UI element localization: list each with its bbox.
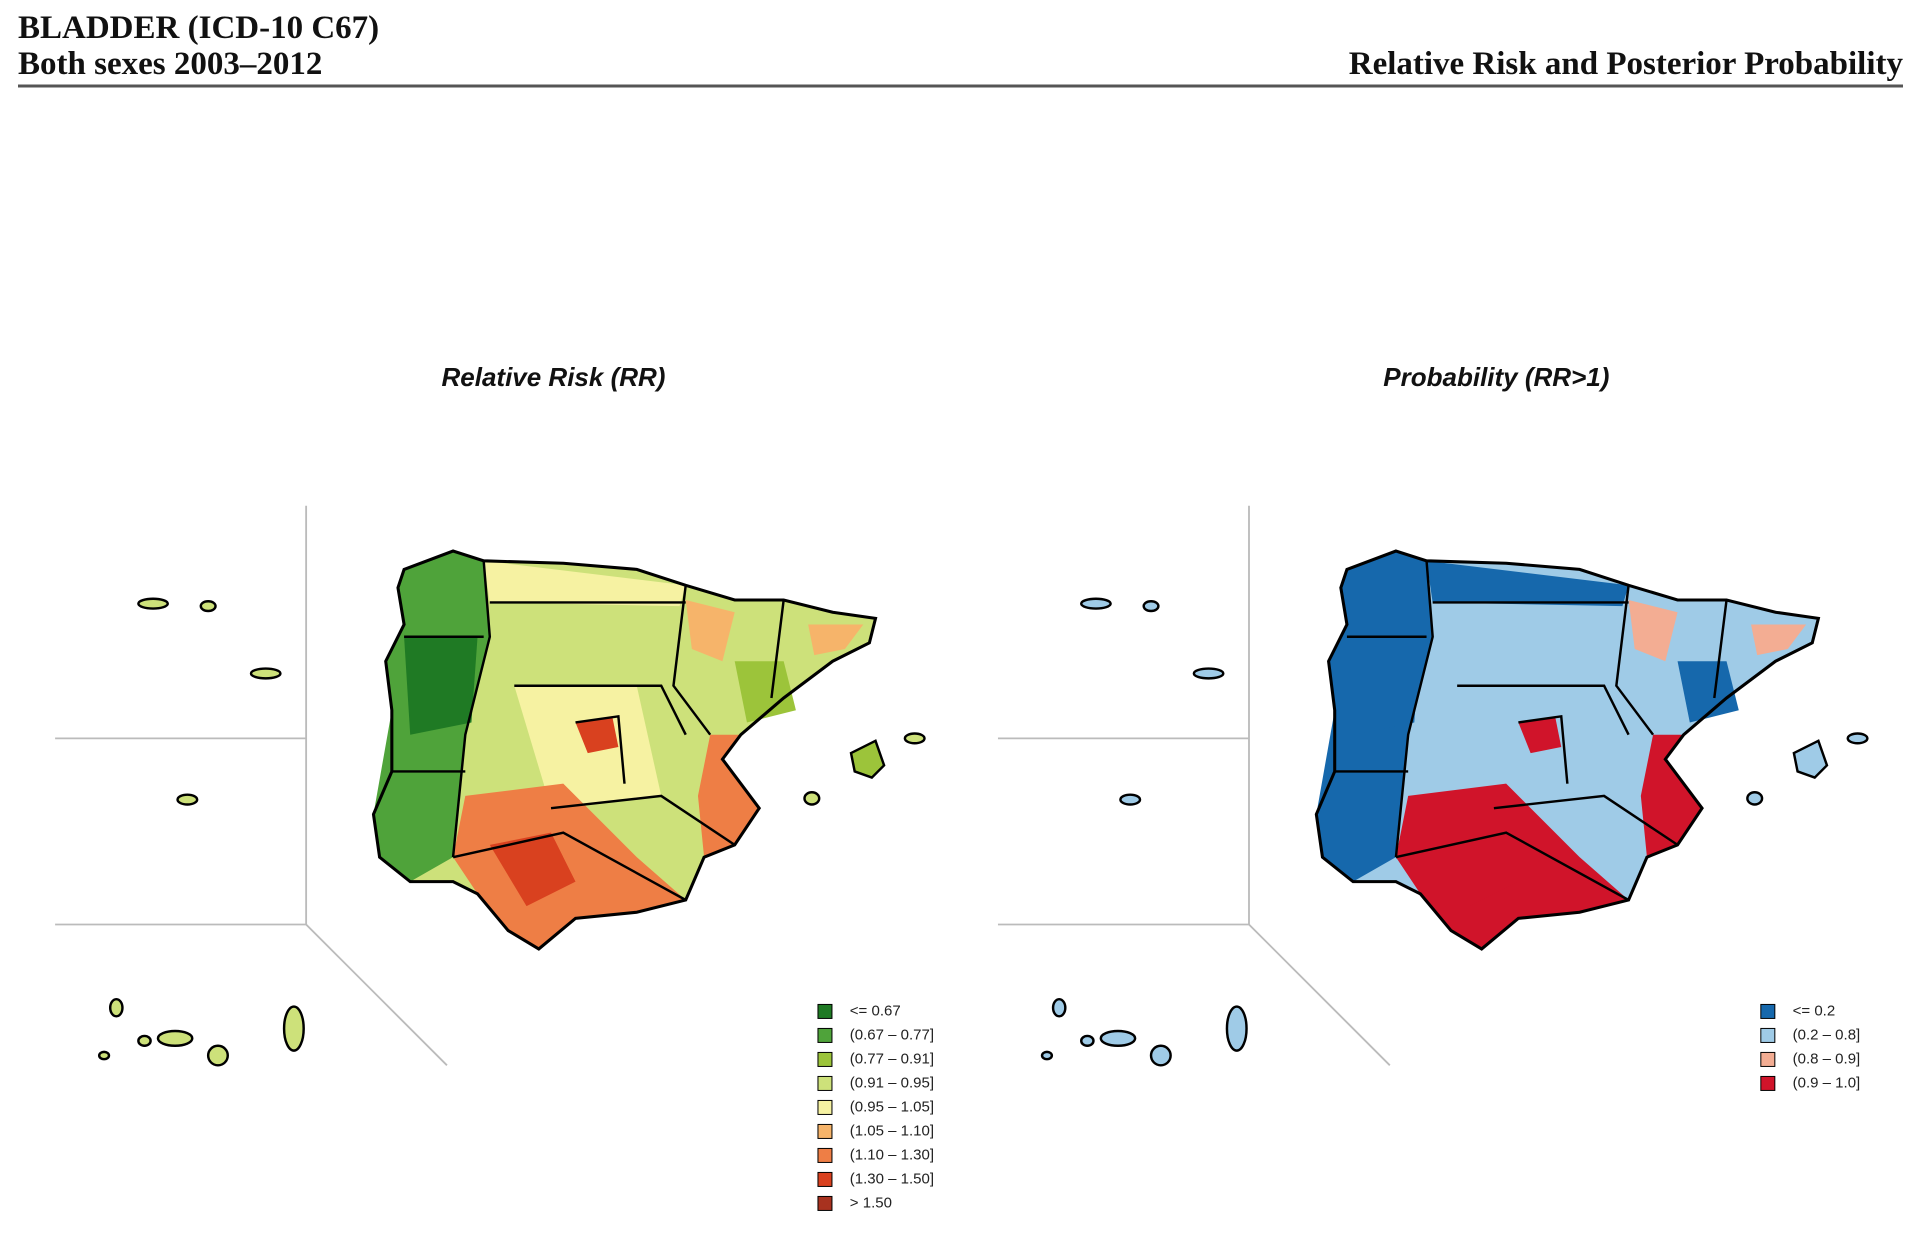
legend-label: (0.95 – 1.05] (850, 1098, 934, 1115)
legend-swatch (817, 1051, 833, 1067)
island (849, 739, 886, 779)
legend-label: > 1.50 (850, 1194, 892, 1211)
legend-swatch (1760, 1027, 1776, 1043)
island (1192, 667, 1225, 680)
legend-label: (0.91 – 0.95] (850, 1074, 934, 1091)
province-border (514, 684, 687, 736)
island (1080, 597, 1112, 610)
region-patch (1395, 783, 1629, 949)
island (206, 1044, 229, 1067)
legend-label: (0.9 – 1.0] (1793, 1074, 1861, 1091)
province-border (451, 560, 492, 858)
legend-label: (0.8 – 0.9] (1793, 1050, 1861, 1067)
legend-swatch (1760, 1051, 1776, 1067)
legend-swatch (1760, 1003, 1776, 1019)
map-title: Relative Risk (RR) (441, 362, 665, 392)
province-border (770, 599, 785, 699)
legend-label: <= 0.2 (1793, 1002, 1836, 1019)
region-patch (483, 560, 686, 607)
header-title: BLADDER (ICD-10 C67) (18, 10, 379, 46)
region-patch (1518, 716, 1562, 754)
region-patch (1751, 624, 1807, 656)
legend-swatch (817, 1171, 833, 1187)
province-border (1395, 831, 1630, 902)
region-patch (1426, 560, 1629, 607)
province-border (1713, 599, 1728, 699)
island (1149, 1044, 1172, 1067)
legend-label: (1.05 – 1.10] (850, 1122, 934, 1139)
island (249, 667, 282, 680)
region-patch (808, 624, 864, 656)
island (156, 1029, 194, 1047)
map-panel (55, 505, 926, 1067)
island (199, 600, 217, 613)
legend-label: (0.67 – 0.77] (850, 1026, 934, 1043)
island (137, 1034, 152, 1047)
province-border (1394, 560, 1434, 858)
region-patch (1628, 600, 1678, 662)
legend-label: (0.2 – 0.8] (1793, 1026, 1861, 1043)
island (1225, 1005, 1248, 1052)
province-border (550, 794, 736, 846)
province-border (1457, 684, 1630, 736)
island (1142, 600, 1160, 613)
region-patch (685, 600, 735, 662)
region-patch (1432, 832, 1519, 907)
map-panel (997, 505, 1869, 1067)
island (176, 793, 199, 806)
legend-swatch (817, 1027, 833, 1043)
region-patch (697, 734, 760, 858)
island (97, 1050, 111, 1061)
island (137, 597, 169, 610)
province-border (1615, 585, 1655, 736)
inset-frame (1248, 923, 1391, 1066)
island (108, 997, 124, 1018)
island (1846, 732, 1869, 745)
legend-swatch (817, 1147, 833, 1163)
island (1119, 793, 1142, 806)
region-patch (1346, 636, 1421, 735)
region-patch (489, 832, 576, 907)
legend-label: <= 0.67 (850, 1002, 901, 1019)
legend-swatch (817, 1123, 833, 1139)
island (1051, 997, 1067, 1018)
legend-swatch (817, 1195, 833, 1211)
legend-swatch (1760, 1075, 1776, 1091)
island (1792, 739, 1829, 779)
region-patch (1677, 661, 1739, 723)
header-subtitle: Both sexes 2003–2012 (18, 46, 322, 82)
island (803, 791, 821, 806)
country-outline (371, 549, 878, 951)
region-patch (1640, 734, 1703, 858)
region-patch (734, 661, 796, 723)
legend-label: (0.77 – 0.91] (850, 1050, 934, 1067)
header-right-title: Relative Risk and Posterior Probability (1349, 46, 1904, 82)
island (1040, 1050, 1054, 1061)
legend-swatch (817, 1003, 833, 1019)
island (903, 732, 926, 745)
province-border (452, 831, 687, 902)
province-border (672, 585, 712, 736)
province-border (575, 714, 626, 784)
island (1080, 1034, 1095, 1047)
region-patch (575, 716, 619, 754)
legend-swatch (817, 1099, 833, 1115)
province-border (1518, 714, 1569, 784)
province-border (1493, 794, 1679, 846)
map-title: Probability (RR>1) (1383, 362, 1609, 392)
inset-frame (305, 923, 448, 1066)
island (282, 1005, 305, 1052)
island (1746, 791, 1764, 806)
region-patch (453, 783, 686, 949)
region-patch (404, 636, 478, 735)
country-outline (1314, 549, 1821, 951)
legend-swatch (817, 1075, 833, 1091)
legend-label: (1.10 – 1.30] (850, 1146, 934, 1163)
island (1099, 1029, 1137, 1047)
legend-label: (1.30 – 1.50] (850, 1170, 934, 1187)
